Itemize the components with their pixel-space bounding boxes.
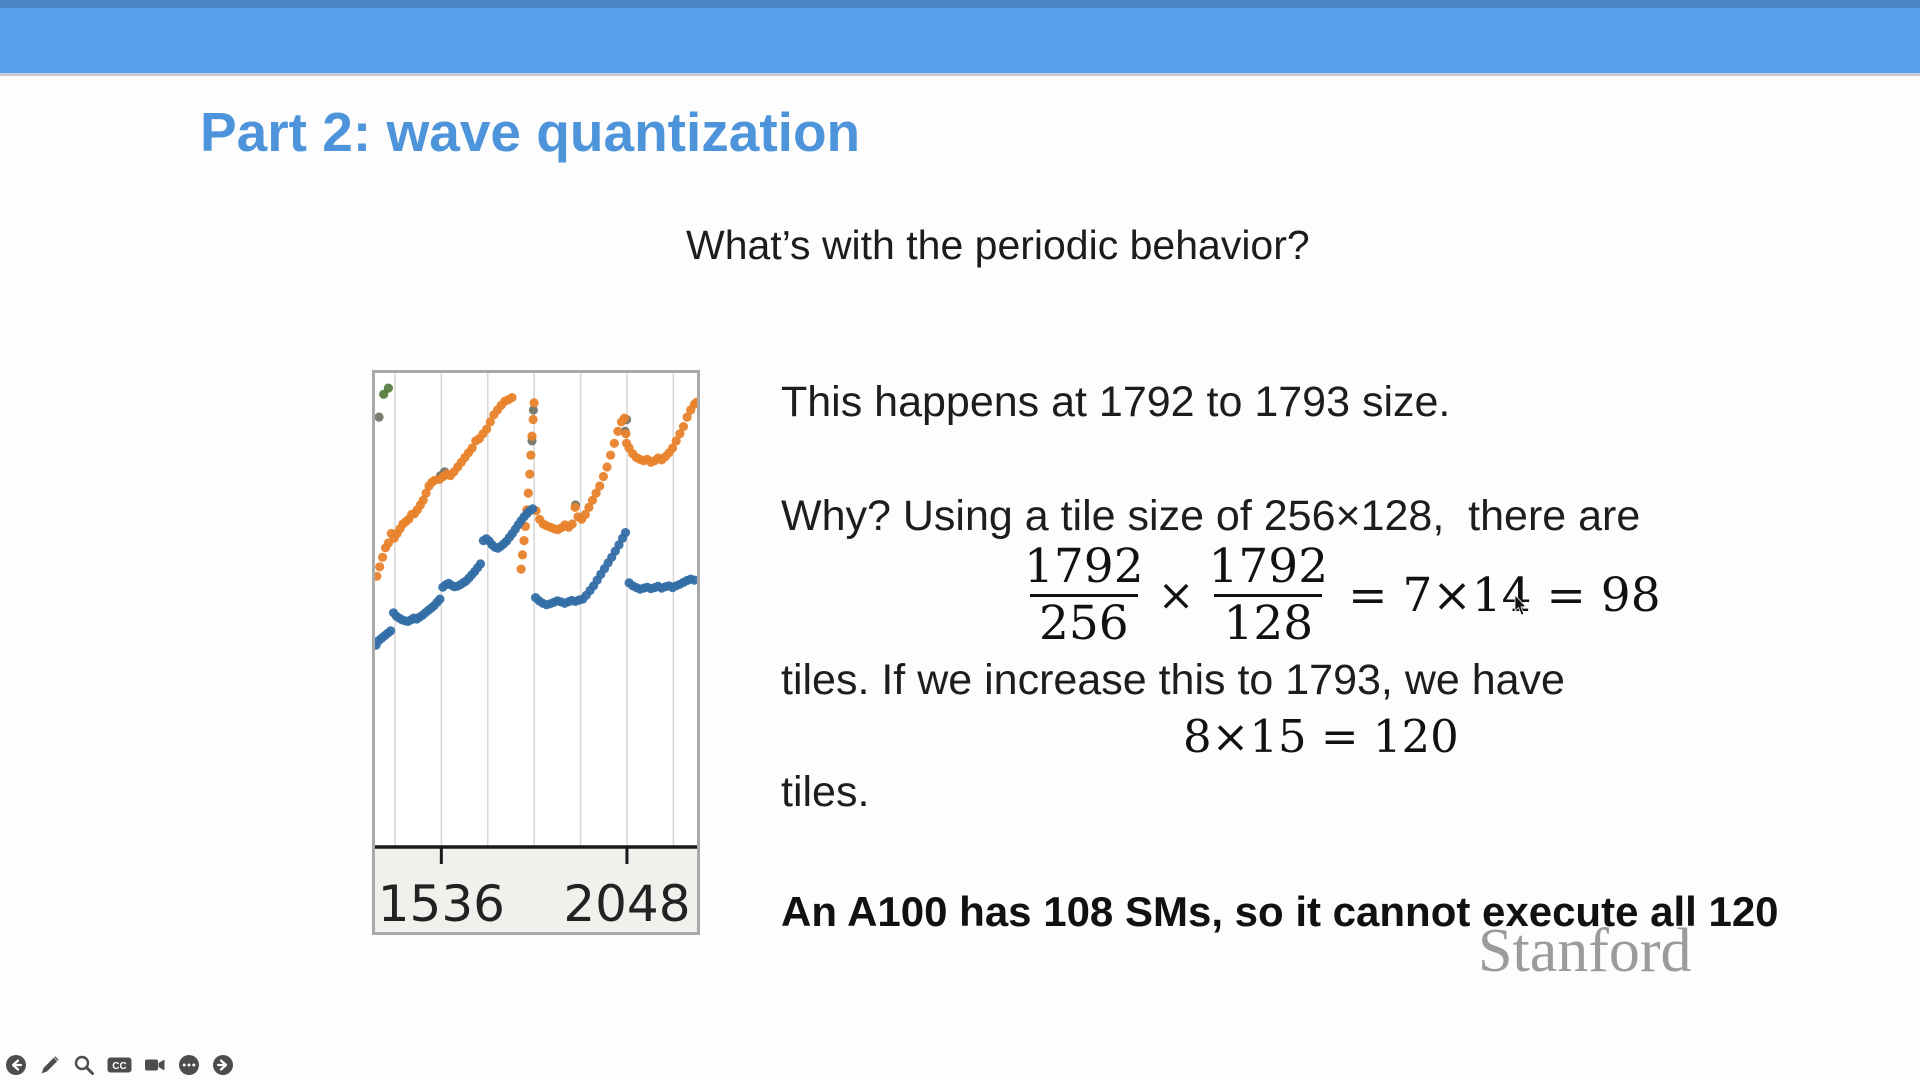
conclusion-bold-line: An A100 has 108 SMs, so it cannot execut…	[781, 888, 1779, 935]
x-tick-label: 1536	[378, 875, 505, 933]
captions-button[interactable]: CC	[107, 1054, 132, 1076]
zoom-button[interactable]	[73, 1054, 95, 1076]
body-line-2: Why? Using a tile size of 256×128, there…	[781, 492, 1641, 540]
performance-scatter-chart: 1536 2048	[371, 370, 702, 935]
multiplication-sign: ×	[1157, 569, 1195, 621]
body-line-3: tiles. If we increase this to 1793, we h…	[781, 656, 1565, 704]
arrow-right-circle-icon	[213, 1055, 233, 1075]
top-bar-dark-strip	[0, 0, 1920, 8]
camera-button[interactable]	[144, 1054, 166, 1076]
tile-count-equation-2: 8×15 = 120	[1183, 710, 1459, 763]
closed-captions-icon: CC	[107, 1057, 132, 1073]
top-blue-bar	[0, 0, 1920, 75]
fraction-numerator: 1792	[1024, 539, 1144, 594]
player-controls: CC	[5, 1053, 246, 1077]
mouse-cursor	[1514, 593, 1529, 621]
pencil-icon	[41, 1056, 59, 1074]
chart-canvas: 1536 2048	[371, 370, 702, 935]
slide-subtitle: What’s with the periodic behavior?	[686, 222, 1310, 268]
annotate-button[interactable]	[39, 1054, 61, 1076]
video-camera-icon	[145, 1059, 165, 1071]
next-button[interactable]	[212, 1054, 234, 1076]
ellipsis-circle-icon	[179, 1055, 199, 1075]
fraction-1792-over-256: 1792 256	[1020, 542, 1148, 649]
tile-count-equation: 1792 256 × 1792 128 = 7×14 = 98	[1020, 542, 1661, 649]
cc-label: CC	[112, 1061, 126, 1072]
arrow-left-circle-icon	[6, 1055, 26, 1075]
page-title: Part 2: wave quantization	[200, 101, 861, 163]
magnifier-icon	[74, 1055, 94, 1075]
fraction-denominator: 256	[1029, 594, 1138, 649]
fraction-numerator: 1792	[1208, 539, 1329, 594]
stanford-watermark: Stanford	[1478, 917, 1692, 985]
body-line-4: tiles.	[781, 768, 870, 816]
body-line-1: This happens at 1792 to 1793 size.	[781, 378, 1451, 426]
back-button[interactable]	[5, 1054, 27, 1076]
top-bar-bottom-edge	[0, 73, 1920, 76]
x-tick-label: 2048	[563, 875, 690, 933]
equation-result: = 7×14 = 98	[1348, 567, 1661, 623]
fraction-1792-over-128: 1792 128	[1205, 542, 1333, 649]
more-button[interactable]	[178, 1054, 200, 1076]
fraction-denominator: 128	[1214, 594, 1323, 649]
